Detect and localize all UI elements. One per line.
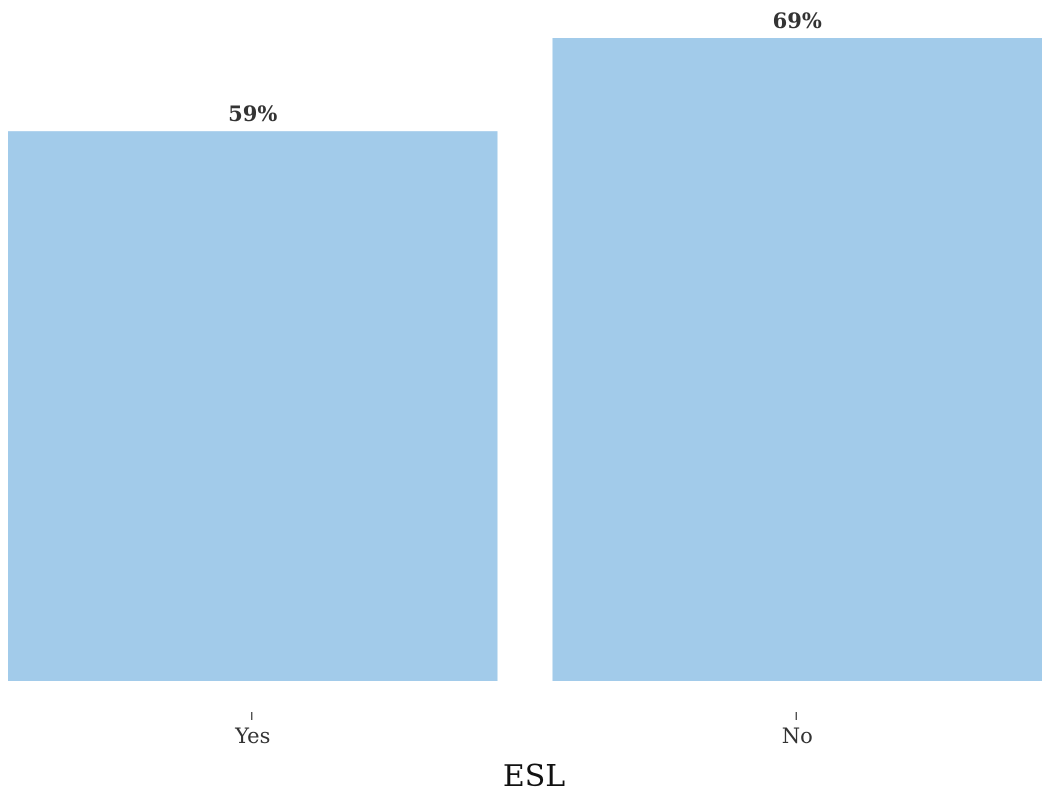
bar-no — [552, 38, 1042, 681]
value-labels-group: 59% 69% — [228, 8, 822, 126]
x-tick-label-no: No — [782, 724, 813, 748]
x-tick-label-yes: Yes — [234, 724, 270, 748]
x-axis-title: ESL — [503, 759, 565, 791]
value-label-no: 69% — [773, 8, 822, 33]
bar-yes — [8, 131, 498, 681]
x-tick-labels-group: Yes No — [234, 724, 813, 748]
bars-group — [8, 38, 1042, 681]
value-label-yes: 59% — [228, 101, 277, 126]
x-ticks-group — [251, 712, 797, 720]
